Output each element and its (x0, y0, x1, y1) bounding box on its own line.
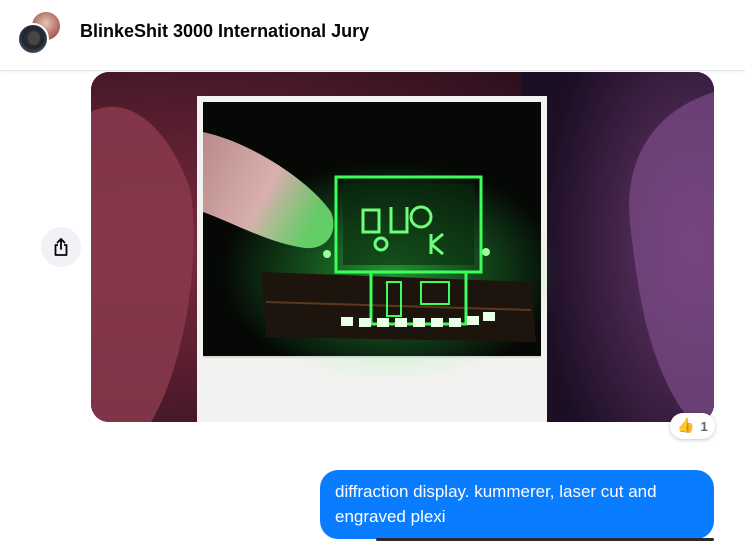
share-icon (54, 238, 68, 256)
reaction-count: 1 (700, 418, 708, 434)
message-photo[interactable] (91, 72, 714, 422)
share-button[interactable] (41, 227, 81, 267)
reaction-badge[interactable]: 👍 1 (670, 413, 715, 439)
avatar-member-front (17, 23, 49, 55)
photo-illustration (91, 72, 714, 422)
message-bubble[interactable]: diffraction display. kummerer, laser cut… (320, 470, 714, 539)
next-message-edge (376, 538, 714, 541)
chat-header: BlinkeShit 3000 International Jury (0, 0, 745, 71)
thumbs-up-icon: 👍 (677, 418, 695, 434)
group-avatar[interactable] (17, 10, 63, 56)
chat-title[interactable]: BlinkeShit 3000 International Jury (80, 21, 370, 41)
